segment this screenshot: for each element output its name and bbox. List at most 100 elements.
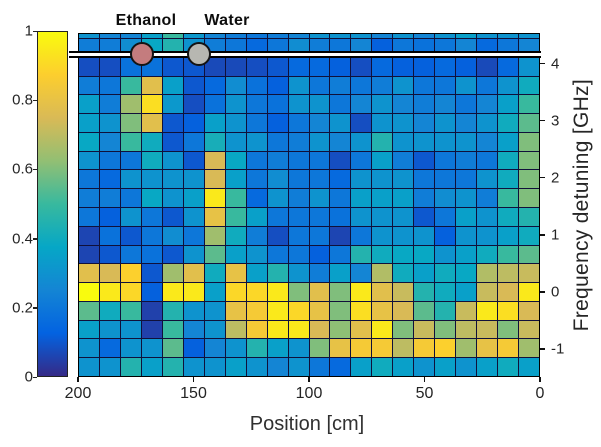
heatmap-cell-r5-c10 (288, 114, 309, 132)
y-axis-tick-label: 1 (551, 226, 560, 244)
heatmap-cell-r13-c0 (79, 264, 99, 283)
heatmap-cell-r13-c11 (309, 264, 330, 283)
heatmap-cell-r18-c6 (204, 358, 225, 376)
heatmap-cell-r14-c15 (393, 283, 414, 301)
heatmap-cell-r14-c20 (498, 283, 519, 301)
heatmap-cell-r0-c17 (435, 34, 456, 38)
heatmap-cell-r9-c16 (414, 189, 435, 207)
heatmap-cell-r16-c20 (498, 320, 519, 339)
heatmap-cell-r7-c16 (414, 151, 435, 170)
heatmap-cell-r5-c14 (372, 114, 393, 132)
heatmap-cell-r3-c2 (120, 76, 141, 95)
y-axis-tick-mark (540, 119, 545, 122)
heatmap-cell-r9-c5 (183, 189, 204, 207)
colorbar-tick-mark (33, 168, 37, 171)
heatmap-cell-r14-c3 (141, 283, 162, 301)
heatmap-cell-r10-c14 (372, 208, 393, 226)
heatmap-cell-r0-c13 (351, 34, 372, 38)
heatmap-cell-r10-c17 (435, 208, 456, 226)
colorbar-tick-label: 0.4 (12, 230, 33, 248)
heatmap-cell-r3-c7 (225, 76, 246, 95)
heatmap-cell-r15-c11 (309, 301, 330, 320)
heatmap-cell-r12-c1 (99, 245, 120, 264)
heatmap-cell-r4-c17 (435, 95, 456, 114)
heatmap-cell-r10-c19 (477, 208, 498, 226)
heatmap-cell-r16-c4 (162, 320, 183, 339)
heatmap-cell-r7-c17 (435, 151, 456, 170)
heatmap-cell-r0-c3 (141, 34, 162, 38)
heatmap (78, 33, 540, 377)
heatmap-cell-r6-c16 (414, 132, 435, 151)
heatmap-cell-r16-c0 (79, 320, 99, 339)
heatmap-cell-r3-c16 (414, 76, 435, 95)
colorbar-tick-mark (33, 30, 37, 32)
heatmap-cell-r18-c7 (225, 358, 246, 376)
heatmap-cell-r17-c6 (204, 339, 225, 358)
heatmap-cell-r5-c2 (120, 114, 141, 132)
heatmap-cell-r14-c12 (330, 283, 351, 301)
heatmap-cell-r17-c5 (183, 339, 204, 358)
heatmap-cell-r4-c3 (141, 95, 162, 114)
heatmap-cell-r17-c11 (309, 339, 330, 358)
heatmap-cell-r9-c7 (225, 189, 246, 207)
heatmap-cell-r18-c4 (162, 358, 183, 376)
heatmap-cell-r7-c19 (477, 151, 498, 170)
x-axis-tick-mark (539, 377, 541, 382)
heatmap-cell-r18-c15 (393, 358, 414, 376)
heatmap-cell-r16-c18 (456, 320, 477, 339)
heatmap-cell-r13-c3 (141, 264, 162, 283)
heatmap-cell-r11-c19 (477, 226, 498, 245)
heatmap-cell-r2-c15 (393, 57, 414, 76)
heatmap-cell-r4-c19 (477, 95, 498, 114)
heatmap-cell-r5-c20 (498, 114, 519, 132)
scan-line (69, 51, 541, 58)
heatmap-cell-r13-c20 (498, 264, 519, 283)
heatmap-cell-r14-c18 (456, 283, 477, 301)
colorbar-tick-mark (33, 99, 37, 102)
heatmap-cell-r6-c10 (288, 132, 309, 151)
heatmap-cell-r17-c7 (225, 339, 246, 358)
heatmap-cell-r16-c15 (393, 320, 414, 339)
heatmap-cell-r10-c11 (309, 208, 330, 226)
heatmap-cell-r5-c5 (183, 114, 204, 132)
heatmap-cell-r13-c21 (519, 264, 539, 283)
heatmap-cell-r16-c1 (99, 320, 120, 339)
heatmap-cell-r7-c11 (309, 151, 330, 170)
heatmap-cell-r11-c10 (288, 226, 309, 245)
heatmap-cell-r2-c14 (372, 57, 393, 76)
heatmap-cell-r15-c0 (79, 301, 99, 320)
heatmap-cell-r11-c5 (183, 226, 204, 245)
heatmap-cell-r6-c20 (498, 132, 519, 151)
heatmap-cell-r7-c20 (498, 151, 519, 170)
heatmap-cell-r14-c19 (477, 283, 498, 301)
heatmap-cell-r13-c9 (267, 264, 288, 283)
heatmap-cell-r18-c9 (267, 358, 288, 376)
heatmap-cell-r7-c13 (351, 151, 372, 170)
heatmap-cell-r13-c10 (288, 264, 309, 283)
heatmap-cell-r4-c15 (393, 95, 414, 114)
heatmap-cell-r13-c13 (351, 264, 372, 283)
heatmap-cell-r8-c5 (183, 170, 204, 189)
heatmap-cell-r11-c2 (120, 226, 141, 245)
heatmap-cell-r9-c6 (204, 189, 225, 207)
heatmap-cell-r16-c8 (246, 320, 267, 339)
heatmap-cell-r3-c18 (456, 76, 477, 95)
heatmap-cell-r8-c0 (79, 170, 99, 189)
heatmap-cell-r18-c2 (120, 358, 141, 376)
heatmap-cell-r0-c5 (183, 34, 204, 38)
heatmap-cell-r2-c8 (246, 57, 267, 76)
heatmap-cell-r4-c1 (99, 95, 120, 114)
colorbar-tick-mark (33, 376, 37, 378)
heatmap-cell-r4-c11 (309, 95, 330, 114)
colorbar-tick-mark (33, 307, 37, 309)
heatmap-cell-r13-c8 (246, 264, 267, 283)
heatmap-cell-r0-c2 (120, 34, 141, 38)
heatmap-cell-r11-c21 (519, 226, 539, 245)
heatmap-cell-r6-c2 (120, 132, 141, 151)
heatmap-cell-r10-c12 (330, 208, 351, 226)
heatmap-cell-r4-c20 (498, 95, 519, 114)
heatmap-cell-r0-c19 (477, 34, 498, 38)
heatmap-cell-r7-c7 (225, 151, 246, 170)
heatmap-cell-r2-c13 (351, 57, 372, 76)
heatmap-cell-r14-c8 (246, 283, 267, 301)
